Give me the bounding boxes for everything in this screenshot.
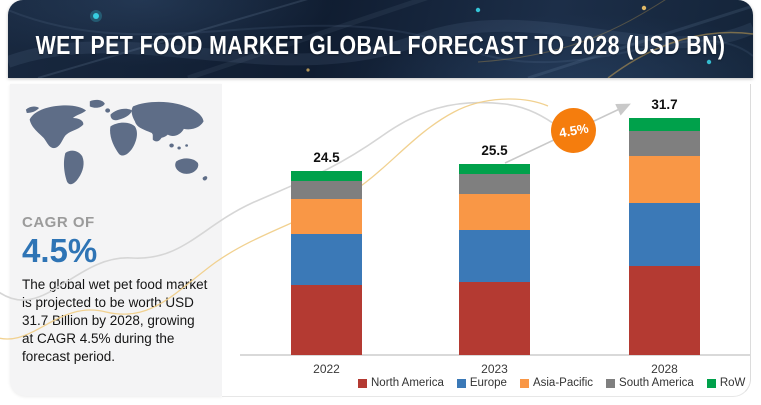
legend-label: RoW: [719, 377, 746, 389]
growth-badge-label: 4.5%: [557, 120, 590, 141]
bar-2028-south-america: [629, 131, 700, 156]
legend-item-europe: Europe: [456, 377, 507, 389]
bar-2023-europe: [459, 229, 530, 283]
x-axis-line: [240, 354, 750, 356]
bar-2023-south-america: [459, 174, 530, 194]
legend-label: Asia-Pacific: [532, 377, 594, 389]
bar-2028-europe: [629, 202, 700, 266]
legend: North America Europe Asia-Pacific South Ame…: [358, 377, 745, 389]
legend-swatch: [456, 378, 466, 388]
category-label-2022: 2022: [313, 362, 340, 376]
legend-item-asia-pacific: Asia-Pacific: [519, 377, 594, 389]
legend-item-row: RoW: [706, 377, 746, 389]
legend-label: North America: [371, 377, 444, 389]
cagr-value: 4.5%: [22, 232, 98, 269]
legend-item-north-america: North America: [358, 377, 444, 389]
bar-2022-north-america: [291, 285, 362, 355]
bar-2022-south-america: [291, 181, 362, 200]
total-label-2022: 24.5: [313, 150, 340, 166]
bar-chart: North America Europe Asia-Pacific South Ame…: [222, 84, 750, 396]
legend-swatch: [519, 378, 529, 388]
legend-label: South America: [619, 377, 694, 389]
legend-item-south-america: South America: [606, 377, 694, 389]
growth-badge: 4.5%: [551, 108, 596, 153]
bar-2023-north-america: [459, 282, 530, 355]
legend-swatch: [706, 378, 716, 388]
bar-2022-europe: [291, 233, 362, 286]
bar-2023-asia-pacific: [459, 193, 530, 230]
bar-2022-asia-pacific: [291, 199, 362, 234]
legend-swatch: [606, 378, 616, 388]
world-map: [25, 99, 208, 185]
sidebar-panel: CAGR OF 4.5% The global wet pet food mar…: [10, 84, 222, 396]
bar-2028-row: [629, 117, 700, 132]
bar-2028-north-america: [629, 265, 700, 355]
total-label-2028: 31.7: [651, 96, 678, 112]
cagr-label: CAGR OF: [22, 214, 95, 231]
title-banner: WET PET FOOD MARKET GLOBAL FORECAST TO 2…: [8, 0, 753, 78]
legend-label: Europe: [469, 377, 507, 389]
legend-swatch: [358, 378, 367, 388]
total-label-2023: 25.5: [481, 143, 508, 158]
category-label-2023: 2023: [481, 362, 508, 376]
category-label-2028: 2028: [651, 362, 678, 376]
banner-texture: [8, 0, 753, 78]
bar-2028-asia-pacific: [629, 155, 700, 203]
page-title: WET PET FOOD MARKET GLOBAL FORECAST TO 2…: [35, 30, 726, 60]
market-description: The global wet pet food market is projec…: [22, 277, 208, 364]
bar-2022-row: [291, 171, 362, 182]
bar-2023-row: [459, 164, 530, 175]
